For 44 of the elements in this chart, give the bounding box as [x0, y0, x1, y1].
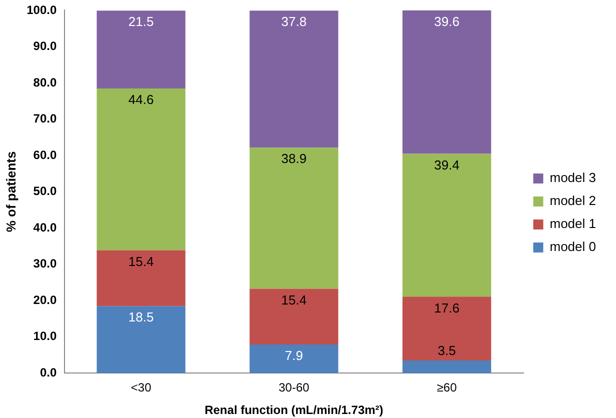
legend-label: model 0 [550, 239, 596, 254]
bar [96, 88, 186, 250]
bar [402, 10, 492, 154]
bar [96, 10, 186, 89]
bar [250, 344, 338, 374]
x-tick-label: <30 [130, 380, 152, 395]
bar [402, 360, 492, 374]
data-label: 37.8 [281, 14, 307, 30]
y-tick-label: 30.0 [33, 256, 57, 271]
y-tick-label: 80.0 [33, 75, 57, 90]
data-label: 7.9 [284, 348, 303, 364]
y-tick-label: 20.0 [33, 292, 57, 307]
data-label: 15.4 [128, 254, 154, 269]
bar [96, 306, 186, 374]
data-label: 39.4 [434, 157, 460, 172]
x-tick-label: 30-60 [278, 380, 310, 395]
y-axis-title: % of patients [3, 151, 18, 232]
legend-label: model 2 [550, 193, 596, 208]
data-label: 17.6 [434, 300, 460, 316]
y-tick-label: 0.0 [40, 366, 57, 380]
y-tick-label: 50.0 [33, 184, 57, 198]
legend-label: model 3 [550, 170, 596, 186]
x-tick-label: ≥60 [436, 380, 458, 395]
x-axis-title: Renal function (mL/min/1.73m²) [204, 403, 384, 418]
data-label: 15.4 [281, 292, 307, 308]
y-tick-label: 10.0 [33, 329, 57, 344]
data-label: 38.9 [281, 151, 307, 166]
bar [402, 296, 492, 361]
bar [250, 10, 338, 148]
y-tick-label: 60.0 [33, 148, 57, 162]
y-tick-label: 100.0 [26, 2, 57, 17]
y-tick-label: 90.0 [33, 39, 57, 54]
data-label: 39.6 [434, 14, 460, 29]
bar [96, 250, 186, 306]
bar [250, 288, 338, 345]
data-label: 21.5 [128, 14, 154, 30]
data-label: 3.5 [438, 343, 456, 358]
y-tick-label: 70.0 [33, 112, 57, 126]
legend-label: model 1 [550, 216, 596, 232]
data-label: 44.6 [128, 92, 154, 108]
y-tick-label: 40.0 [33, 220, 57, 234]
data-label: 18.5 [128, 310, 154, 325]
bar [250, 148, 338, 289]
bar [402, 154, 492, 297]
